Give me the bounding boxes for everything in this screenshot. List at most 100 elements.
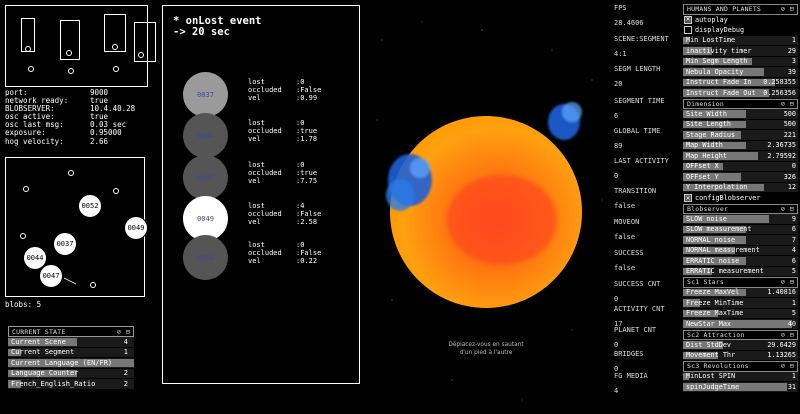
slider-normal-measurement[interactable]: NORMAL measurement 4 [683,245,798,256]
blobserver-header[interactable]: Blobserver ⊘ ⊟ [683,203,798,214]
slider-value: 2.79592 [767,151,796,160]
info-key: exposure: [5,128,46,138]
slider-fill [8,359,134,367]
network-info-row: osc last msg: 0.03 sec [5,121,155,129]
info-value: 0.95000 [90,128,122,138]
slider-dist-stddev[interactable]: Dist StdDev 29.6429 [683,340,798,351]
event-info-key: vel [248,257,261,265]
slider-map-height[interactable]: Map Height 2.79592 [683,151,798,162]
slider-offset-x[interactable]: OFFset X 0 [683,161,798,172]
slider-inactivity-timer[interactable]: inactivity timer 29 [683,46,798,57]
toggle-displaydebug[interactable]: displayDebug [683,25,798,36]
slider-min-losttime[interactable]: Min LostTime 1 [683,35,798,46]
current-state-header[interactable]: CURRENT STATE ⊘ ⊟ [8,326,134,337]
blob-marker[interactable]: 0052 [78,194,102,218]
zone-dot [112,44,118,50]
slider-erratic-noise[interactable]: ERRATIC noise 6 [683,256,798,267]
slider-slow-measurement[interactable]: SLOW measurement 6 [683,224,798,235]
slider-y-interpolation[interactable]: Y Interpolation 12 [683,182,798,193]
slider-offset-y[interactable]: OFFset Y 326 [683,172,798,183]
event-blob-circle[interactable]: 0052 [183,235,228,280]
slider-fill [683,36,689,44]
event-info-sep: : [296,218,301,226]
event-blob-circle[interactable]: 0044 [183,113,228,158]
event-blob-circle[interactable]: 0047 [183,155,228,200]
slider-nebula-opacity[interactable]: Nebula Opacity 39 [683,67,798,78]
metric-value: 89 [614,142,623,150]
slider-min-segm-length[interactable]: Min Segm Length 3 [683,56,798,67]
zone-dot [113,66,119,72]
sc3-revolutions-header[interactable]: Sc3 Revolutions ⊘ ⊟ [683,361,798,372]
slider-site-width[interactable]: Site Width 500 [683,109,798,120]
slider-fill [8,338,78,346]
event-info-value: true [300,169,318,177]
slider-value: 500 [783,120,796,129]
slider-french-english-ratio[interactable]: French_English_Ratio 2 [8,379,134,390]
slider-value: 1 [791,36,796,45]
metric: SCENE:SEGMENT 4:1 [614,35,669,58]
toggle-configblobserver[interactable]: ✕ configBlobserver [683,193,798,204]
toggle-autoplay[interactable]: ✕ autoplay [683,14,798,25]
event-blob-circle[interactable]: 0049 [183,196,228,241]
event-info-key: occluded [248,169,282,177]
panel-tools-icon[interactable]: ⊘ ⊟ [780,204,794,213]
network-info-row: osc active: true [5,113,155,121]
slider-fill [683,257,747,265]
checkbox-checked-icon[interactable]: ✕ [684,15,692,24]
slider-value: 3 [791,57,796,66]
slider-slow-noise[interactable]: SLOW noise 9 [683,214,798,225]
slider-spinjudgetime[interactable]: spinJudgeTime 31 [683,382,798,393]
panel-tools-icon[interactable]: ⊘ ⊟ [780,362,794,371]
sc2-attraction-header[interactable]: Sc2 Attraction ⊘ ⊟ [683,329,798,340]
event-info-key: occluded [248,210,282,218]
blob-marker[interactable]: 0047 [39,264,63,288]
slider-language-counter[interactable]: Language Counter 2 [8,368,134,379]
event-info-sep: : [296,210,301,218]
slider-freeze-maxvel[interactable]: Freeze MaxVel 1.40816 [683,287,798,298]
slider-value: 221 [783,130,796,139]
slider-value: 326 [783,172,796,181]
blob-trail [63,277,77,285]
slider-site-length[interactable]: Site Length 500 [683,119,798,130]
event-info-sep: : [296,119,301,127]
slider-newstar-max[interactable]: NewStar Max 40 [683,319,798,330]
slider-fill [683,299,701,307]
slider-erratic-measurement[interactable]: ERRATIC measurement 5 [683,266,798,277]
event-info-value: 7.75 [300,177,318,185]
panel-tools-icon[interactable]: ⊘ ⊟ [780,5,794,14]
info-key: osc last msg: [5,120,64,130]
toggle-label: displayDebug [695,26,745,35]
caption-line: Déplacez-vous en sautant [448,342,524,348]
slider-label: OFFset Y [686,172,719,181]
slider-stage-radius[interactable]: Stage Radius 221 [683,130,798,141]
slider-value: 4 [123,337,128,346]
slider-instruct-fade-out[interactable]: Instruct Fade Out 0.256356 [683,88,798,99]
slider-freeze-mintime[interactable]: Freeze MinTime 1 [683,298,798,309]
slider-current-language-en-fr-[interactable]: Current Language (EN/FR) [8,358,134,369]
checkbox-checked-icon[interactable]: ✕ [684,193,692,203]
blob-marker[interactable]: 0049 [124,216,148,240]
dimension-header[interactable]: Dimension ⊘ ⊟ [683,98,798,109]
panel-tools-icon[interactable]: ⊘ ⊟ [780,278,794,287]
metric-label: TRANSITION [614,187,657,195]
slider-current-scene[interactable]: Current Scene 4 [8,337,134,348]
panel-tools-icon[interactable]: ⊘ ⊟ [780,99,794,108]
checkbox-empty-icon[interactable] [684,26,692,35]
blob-dot [68,170,74,176]
humans-planets-header[interactable]: HUMANS AND PLANETS ⊘ ⊟ [683,4,798,15]
panel-tools-icon[interactable]: ⊘ ⊟ [780,330,794,339]
slider-current-segment[interactable]: Current Segment 1 [8,347,134,358]
slider-normal-noise[interactable]: NORMAL noise 7 [683,235,798,246]
event-info-sep: : [296,127,301,135]
sc1-stars-header[interactable]: Sc1 Stars ⊘ ⊟ [683,277,798,288]
slider-instruct-fade-in[interactable]: Instruct Fade In 0.258355 [683,77,798,88]
slider-movement-thr[interactable]: Movement Thr 1.13265 [683,350,798,361]
panel-tools-icon[interactable]: ⊘ ⊟ [116,327,130,336]
event-blob-circle[interactable]: 0037 [183,72,228,117]
event-info-sep: : [296,257,301,265]
slider-map-width[interactable]: Map Width 2.36735 [683,140,798,151]
slider-minlost-spin[interactable]: MinLost SPIN 1 [683,371,798,382]
metric-label: SUCCESS [614,249,644,257]
slider-freeze-maxtime[interactable]: Freeze MaxTime 5 [683,308,798,319]
blob-marker[interactable]: 0037 [53,232,77,256]
